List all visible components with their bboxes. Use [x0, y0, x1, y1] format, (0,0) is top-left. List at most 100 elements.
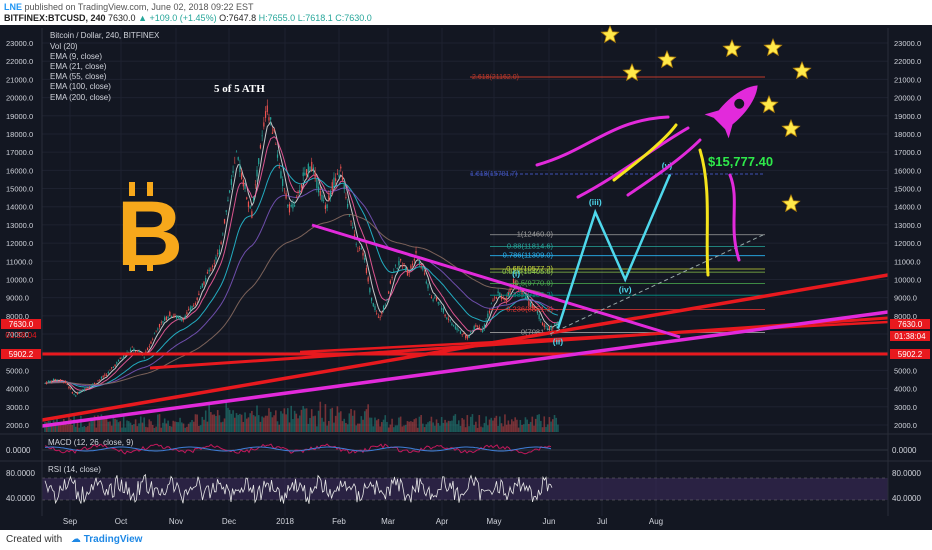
candle-body [275, 144, 277, 145]
volume-bar [459, 425, 462, 432]
volume-bar [235, 413, 238, 432]
volume-bar [227, 407, 229, 432]
candle-body [186, 312, 188, 315]
volume-bar [280, 411, 282, 432]
price-tick-left: 7000.0 [6, 330, 29, 339]
candle-body [116, 362, 118, 364]
candle-body [526, 299, 528, 300]
candle-body [328, 195, 330, 201]
volume-bar [134, 419, 137, 432]
volume-bar [557, 424, 559, 432]
volume-bar [519, 419, 522, 432]
candle-body [247, 201, 250, 208]
candle-body [555, 323, 557, 327]
candle-body [377, 316, 380, 318]
volume-bar [502, 426, 505, 432]
candle-body [502, 297, 504, 299]
candle-body [449, 319, 451, 321]
volume-bar [66, 424, 69, 432]
chart-frame[interactable] [0, 25, 932, 530]
support-tag-right: 5902.2 [890, 349, 930, 359]
author-name[interactable]: LNE [4, 2, 22, 12]
volume-bar [346, 424, 349, 432]
volume-bar [162, 422, 164, 432]
volume-bar [374, 417, 376, 432]
legend-title: Bitcoin / Dollar, 240, BITFINEX [50, 31, 160, 40]
candle-body [550, 326, 552, 330]
volume-bar [74, 426, 77, 432]
volume-bar [199, 425, 202, 432]
candle-body [150, 341, 152, 344]
volume-bar [471, 414, 474, 432]
candle-body [169, 311, 171, 317]
candle-body [459, 331, 462, 334]
volume-bar [369, 417, 371, 432]
candle-body [119, 357, 121, 359]
volume-bar [493, 417, 496, 432]
candle-body [408, 273, 410, 275]
candle-body [117, 359, 120, 362]
candle-body [456, 327, 458, 331]
time-axis[interactable]: Sep Oct Nov Dec 2018 Feb Mar Apr May Jun Jul Aug [63, 517, 663, 526]
volume-bar [126, 420, 128, 432]
volume-bar [191, 419, 193, 432]
candle-body [482, 328, 484, 333]
tradingview-logo[interactable]: ☁ TradingView [70, 534, 143, 545]
price-tick-right: 5000.0 [894, 366, 917, 375]
candle-body [189, 307, 191, 311]
volume-bar [85, 427, 87, 432]
candle-body [435, 297, 438, 301]
candle-body [268, 117, 270, 121]
candle-body [529, 302, 532, 308]
price-tick-left: 3000.0 [6, 403, 29, 412]
volume-bar [187, 423, 190, 432]
trendlines [42, 223, 888, 428]
volume-bar [293, 410, 296, 432]
candle-body [220, 242, 222, 244]
volume-bar [59, 422, 62, 432]
candle-body [56, 379, 58, 381]
volume-bar [406, 421, 409, 432]
candle-body [388, 291, 390, 294]
candle-body [538, 314, 540, 320]
candle-body [429, 294, 431, 295]
candle-body [427, 284, 429, 289]
volume-bar [254, 416, 257, 432]
candle-body [413, 258, 415, 261]
volume-bar [80, 415, 82, 432]
volume-bar [367, 404, 369, 432]
candle-body [47, 381, 50, 383]
rsi-pane[interactable]: RSI (14, close) 80.0000 40.0000 80.0000 … [0, 460, 932, 505]
volume-bar [533, 425, 535, 432]
candle-body [531, 304, 533, 309]
volume-bar [151, 424, 154, 432]
volume-bar [90, 417, 92, 432]
ema-200-line [45, 214, 559, 385]
volume-bar [225, 402, 228, 432]
candle-body [321, 194, 323, 201]
price-tick-left: 23000.0 [6, 39, 33, 48]
time-tick: Mar [381, 517, 395, 526]
candle-body [359, 248, 361, 249]
candle-body [453, 325, 455, 327]
candle-body [355, 244, 357, 246]
candle-body [239, 164, 241, 173]
price-axis-right[interactable]: 23000.0 22000.0 21000.0 20000.0 19000.0 18000… [894, 39, 921, 430]
volume-bar [102, 416, 104, 432]
volume-bar [194, 414, 197, 432]
star-icon [792, 60, 812, 80]
volume-bar [61, 421, 63, 432]
volume-bar [444, 419, 446, 432]
price-axis-left[interactable]: 23000.0 22000.0 21000.0 20000.0 19000.0 18000… [6, 39, 33, 430]
volume-bar [286, 408, 289, 432]
volume-bar [521, 424, 523, 432]
volume-bar [469, 416, 472, 432]
candle-body [232, 171, 234, 173]
volume-bar [422, 423, 424, 432]
volume-bar [495, 415, 498, 432]
candle-body [64, 380, 67, 383]
macd-pane[interactable]: MACD (12, 26, close, 9) 0.0000 0.0000 [0, 433, 932, 455]
price-tick-left: 14000.0 [6, 203, 33, 212]
candle-body [384, 304, 386, 306]
